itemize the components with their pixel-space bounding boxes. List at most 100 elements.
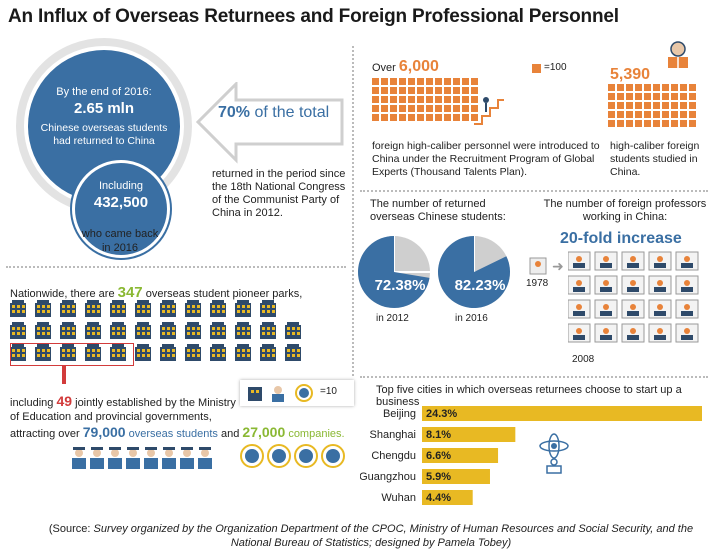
unit-square xyxy=(635,102,642,109)
returnees-line2: Chinese overseas students xyxy=(40,122,168,134)
building-icon xyxy=(260,300,276,317)
bar xyxy=(422,427,516,442)
building-icon xyxy=(85,322,101,339)
unit-square xyxy=(435,114,442,121)
category-label: Guangzhou xyxy=(360,471,416,483)
unit-square xyxy=(453,114,460,121)
professor-icon xyxy=(648,323,672,343)
building-icon xyxy=(110,322,126,339)
professors-y1: 1978 xyxy=(526,278,549,289)
parks-num: 347 xyxy=(117,284,143,301)
unit-square xyxy=(653,111,660,118)
divider-left xyxy=(6,266,346,268)
graduates-icons xyxy=(72,447,212,469)
professors-increase: 20-fold increase xyxy=(560,230,682,247)
building-icon xyxy=(160,344,176,361)
unit-square xyxy=(626,120,633,127)
pie-value-label: 72.38% xyxy=(375,277,426,294)
students-grid xyxy=(608,84,696,127)
pie1-year: in 2012 xyxy=(376,313,409,324)
unit-square xyxy=(680,120,687,127)
arrow-right-icon: ➜ xyxy=(552,258,564,274)
unit-square xyxy=(381,114,388,121)
parks-grid xyxy=(10,300,301,361)
unit-square xyxy=(390,96,397,103)
building-icon xyxy=(10,300,26,317)
pie-value-label: 82.23% xyxy=(455,277,506,294)
jointly-highlight-box xyxy=(10,343,134,366)
cities-bar-chart: Beijing 24.3% Shanghai 8.1% Chengdu 6.6% Guang… xyxy=(360,406,702,505)
professor-icon xyxy=(621,275,645,295)
unit-square xyxy=(390,87,397,94)
building-icon xyxy=(110,300,126,317)
building-icon xyxy=(110,344,126,361)
bar-value-label: 5.9% xyxy=(426,471,451,483)
unit-square xyxy=(644,84,651,91)
unit-square xyxy=(662,84,669,91)
unit-square xyxy=(426,87,433,94)
unit-square xyxy=(444,87,451,94)
unit-square xyxy=(689,120,696,127)
building-icon xyxy=(60,344,76,361)
graduate-icon xyxy=(90,447,104,469)
unit-square xyxy=(417,78,424,85)
talents-headline: Over 6,000 xyxy=(372,58,439,76)
parks-attract: attracting over 79,000 overseas students… xyxy=(10,424,360,440)
company-globe-icon xyxy=(294,444,318,468)
talents-num: 6,000 xyxy=(398,58,439,75)
legend-square xyxy=(532,64,541,73)
professor-icon xyxy=(675,251,699,271)
bar xyxy=(422,469,490,484)
parks-num3: 79,000 xyxy=(82,424,126,440)
companies-icons xyxy=(240,444,345,468)
building-icon xyxy=(260,344,276,361)
building-icon xyxy=(135,344,151,361)
unit-square xyxy=(462,87,469,94)
professor-icon xyxy=(648,275,672,295)
unit-square xyxy=(680,102,687,109)
parks-rest: overseas student pioneer parks, xyxy=(145,288,303,300)
unit-square xyxy=(608,84,615,91)
graduate-icon xyxy=(198,447,212,469)
unit-square xyxy=(381,78,388,85)
parks-legend: =10 xyxy=(240,380,354,406)
total-desc: returned in the period since the 18th Na… xyxy=(212,168,346,219)
including-label: Including xyxy=(98,180,144,192)
building-icon xyxy=(260,322,276,339)
unit-square xyxy=(617,84,624,91)
building-icon xyxy=(10,344,26,361)
building-icon xyxy=(135,300,151,317)
professor-icon xyxy=(675,323,699,343)
parks-legend-icons xyxy=(248,384,313,402)
unit-square xyxy=(462,96,469,103)
unit-square xyxy=(426,78,433,85)
unit-square xyxy=(680,93,687,100)
unit-square xyxy=(608,102,615,109)
unit-square xyxy=(381,105,388,112)
building-icon xyxy=(160,322,176,339)
unit-square xyxy=(408,105,415,112)
unit-square xyxy=(462,78,469,85)
professor-icon xyxy=(594,251,618,271)
unit-square xyxy=(399,87,406,94)
unit-square xyxy=(417,105,424,112)
unit-square xyxy=(644,120,651,127)
parks-headline: Nationwide, there are 347 overseas stude… xyxy=(10,284,302,301)
total-headline: 70% of the total xyxy=(218,104,329,122)
unit-square xyxy=(399,96,406,103)
unit-square xyxy=(653,93,660,100)
unit-square xyxy=(435,105,442,112)
graduate-icon xyxy=(126,447,140,469)
unit-square xyxy=(471,105,478,112)
professor-icon xyxy=(594,275,618,295)
single-professor-icon xyxy=(529,257,547,275)
unit-square xyxy=(626,93,633,100)
came-back-year: in 2016 xyxy=(101,242,139,254)
building-icon xyxy=(285,344,301,361)
unit-square xyxy=(671,111,678,118)
building-icon xyxy=(185,322,201,339)
unit-square xyxy=(453,87,460,94)
bar-value-label: 24.3% xyxy=(426,408,457,420)
talents-grid xyxy=(372,78,478,121)
unit-square xyxy=(689,102,696,109)
